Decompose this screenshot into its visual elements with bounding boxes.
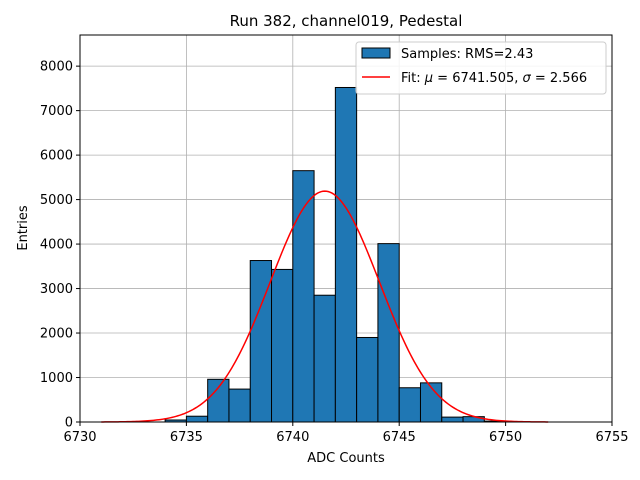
legend-mu-symbol: μ bbox=[424, 71, 433, 86]
histogram-bar bbox=[249, 260, 273, 423]
x-tick-label: 6740 bbox=[276, 430, 309, 445]
y-tick-label: 5000 bbox=[40, 193, 73, 208]
fit-curve bbox=[101, 190, 549, 423]
histogram-bar bbox=[356, 336, 379, 423]
histogram-bar bbox=[271, 268, 294, 423]
x-tick-label: 6755 bbox=[595, 430, 628, 445]
chart-title: Run 382, channel019, Pedestal bbox=[230, 12, 463, 30]
y-tick-label: 2000 bbox=[40, 327, 73, 342]
histogram-bar bbox=[398, 387, 421, 423]
histogram-bar bbox=[185, 415, 209, 423]
y-tick-label: 6000 bbox=[40, 149, 73, 164]
y-axis-label: Entries bbox=[16, 205, 31, 251]
y-tick-label: 3000 bbox=[40, 282, 73, 297]
legend-sigma-symbol: σ bbox=[523, 71, 532, 86]
x-axis-label: ADC Counts bbox=[307, 451, 385, 466]
y-axis-ticks: 0 1000 2000 3000 4000 5000 6000 7000 8000 bbox=[40, 60, 80, 431]
histogram-bar bbox=[334, 86, 358, 423]
y-tick-label: 1000 bbox=[40, 371, 73, 386]
x-tick-label: 6735 bbox=[170, 430, 203, 445]
legend-label-samples: Samples: RMS=2.43 bbox=[401, 47, 533, 62]
histogram-bars bbox=[164, 86, 507, 423]
histogram-bar bbox=[441, 416, 464, 423]
legend-fit-prefix: Fit: bbox=[401, 71, 425, 86]
plot-frame bbox=[79, 34, 613, 423]
legend-fit-mu-value: = 6741.505, bbox=[433, 71, 522, 86]
histogram-bar bbox=[207, 378, 230, 423]
legend-fit-sigma-value: = 2.566 bbox=[531, 71, 587, 86]
legend-box bbox=[355, 41, 607, 95]
legend: Samples: RMS=2.43 Fit: μ = 6741.505, σ =… bbox=[355, 41, 607, 95]
histogram-bar bbox=[419, 382, 443, 423]
x-tick-label: 6745 bbox=[383, 430, 416, 445]
x-tick-label: 6750 bbox=[489, 430, 522, 445]
histogram-bar bbox=[377, 243, 400, 423]
x-axis-ticks: 6730 6735 6740 6745 6750 6755 bbox=[63, 422, 629, 445]
y-tick-label: 4000 bbox=[40, 238, 73, 253]
histogram-bar bbox=[313, 294, 336, 423]
y-tick-label: 7000 bbox=[40, 104, 73, 119]
x-tick-label: 6730 bbox=[63, 430, 96, 445]
y-tick-label: 8000 bbox=[40, 60, 73, 75]
legend-swatch-samples bbox=[361, 47, 391, 59]
legend-label-fit: Fit: μ = 6741.505, σ = 2.566 bbox=[401, 71, 587, 86]
y-tick-label: 0 bbox=[65, 416, 73, 431]
histogram-bar bbox=[228, 388, 251, 423]
